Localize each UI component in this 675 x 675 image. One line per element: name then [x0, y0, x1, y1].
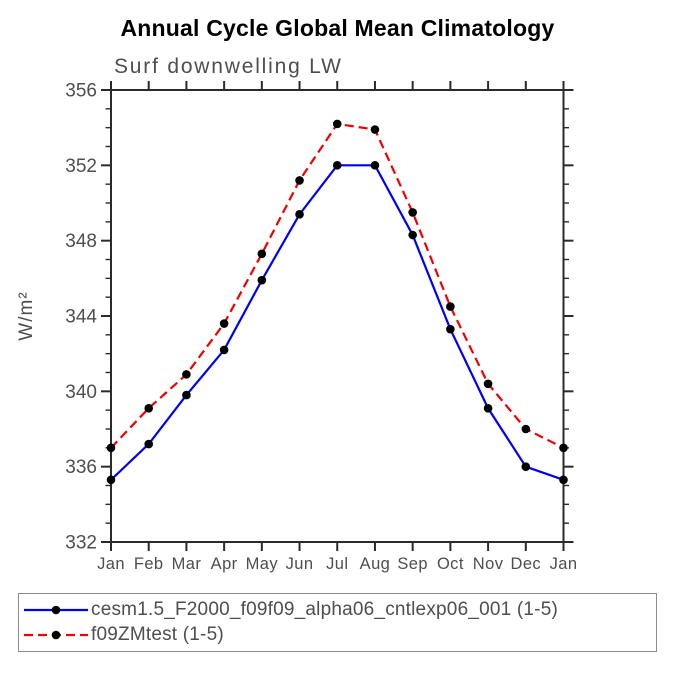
y-tick-label: 348: [65, 231, 97, 252]
data-point-marker-0: [106, 475, 116, 485]
x-tick-label: Jan: [97, 555, 125, 573]
data-point-marker-0: [483, 403, 493, 413]
legend-box: cesm1.5_F2000_f09f09_alpha06_cntlexp06_0…: [18, 593, 657, 652]
y-tick-label: 356: [65, 81, 97, 102]
x-tick-label: Mar: [172, 555, 202, 573]
y-tick-label: 336: [65, 457, 97, 478]
data-point-marker-1: [408, 208, 417, 217]
data-point-marker-1: [182, 370, 191, 379]
y-tick-label: 340: [65, 382, 97, 403]
x-tick-label: Jul: [326, 555, 348, 573]
chart-subtitle: Surf downwelling LW: [114, 55, 343, 78]
legend-item-f09zmtest: f09ZMtest (1-5): [23, 623, 656, 648]
page-title: Annual Cycle Global Mean Climatology: [120, 15, 555, 41]
data-point-marker-0: [219, 345, 229, 355]
data-point-marker-0: [446, 324, 455, 334]
data-point-marker-1: [483, 379, 493, 389]
x-tick-label: Feb: [134, 555, 164, 573]
chart-plot-area: Jan Feb Mar Apr May Jun Jul Aug Sep Oct Nov Dec Jan3…: [65, 81, 578, 574]
data-point-marker-1: [219, 319, 229, 328]
x-tick-label: Oct: [437, 555, 464, 573]
data-point-marker-1: [257, 249, 267, 259]
data-point-marker-0: [521, 462, 531, 471]
legend-item-cesm: cesm1.5_F2000_f09f09_alpha06_cntlexp06_0…: [23, 598, 656, 623]
data-point-marker-0: [370, 161, 380, 170]
y-tick-label: 352: [65, 156, 97, 177]
data-point-marker-1: [295, 176, 304, 185]
series-line-0: [110, 164, 564, 481]
legend-marker-icon: [51, 605, 61, 615]
data-point-marker-1: [144, 403, 154, 413]
data-point-marker-0: [408, 230, 417, 240]
data-point-marker-0: [257, 275, 267, 285]
x-tick-label: Jun: [286, 555, 314, 573]
x-tick-label: Nov: [473, 555, 504, 573]
data-point-marker-0: [295, 210, 304, 219]
legend-label-cesm: cesm1.5_F2000_f09f09_alpha06_cntlexp06_0…: [91, 599, 558, 620]
legend-line-sample-solid: [24, 605, 88, 615]
data-point-marker-1: [559, 443, 568, 453]
data-point-marker-1: [370, 125, 380, 134]
x-tick-label: May: [246, 555, 279, 573]
legend-marker-icon: [51, 630, 61, 640]
x-tick-label: Apr: [211, 555, 238, 573]
y-tick-label: 332: [65, 533, 97, 554]
data-point-marker-0: [182, 390, 191, 400]
x-tick-label: Sep: [397, 555, 428, 573]
data-point-marker-1: [446, 302, 455, 311]
y-tick-label: 344: [65, 307, 97, 328]
data-point-marker-1: [332, 119, 342, 129]
legend-label-f09zmtest: f09ZMtest (1-5): [91, 624, 224, 645]
x-tick-label: Aug: [360, 555, 391, 573]
data-point-marker-0: [559, 475, 568, 485]
plot-frame: [110, 89, 565, 543]
series-line-1: [110, 122, 564, 449]
data-point-marker-0: [332, 161, 342, 170]
legend-line-sample-dashed: [24, 630, 88, 640]
x-tick-label: Dec: [511, 555, 542, 573]
data-point-marker-1: [106, 443, 116, 453]
data-point-marker-1: [521, 424, 531, 434]
data-point-marker-0: [144, 439, 154, 449]
x-tick-label: Jan: [550, 555, 578, 573]
